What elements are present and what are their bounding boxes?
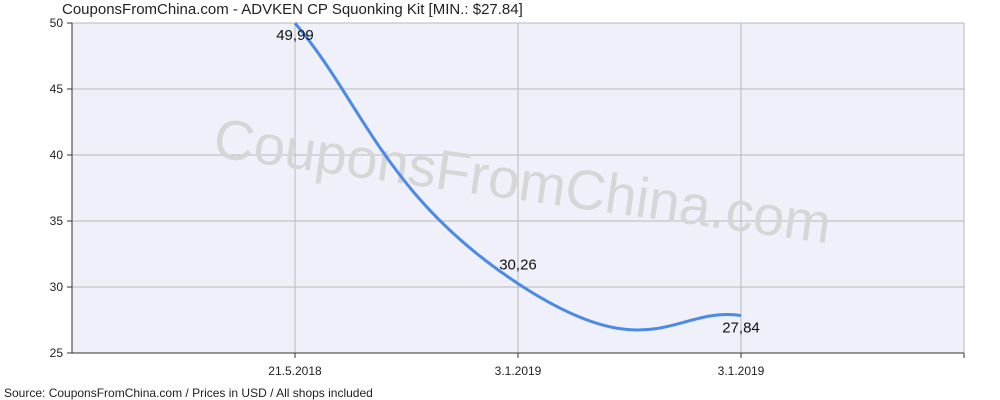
x-tick-label: 3.1.2019 bbox=[718, 364, 765, 378]
source-note: Source: CouponsFromChina.com / Prices in… bbox=[4, 386, 373, 400]
x-tick-label: 21.5.2018 bbox=[268, 364, 322, 378]
price-series-line bbox=[293, 22, 742, 332]
y-tick-label: 25 bbox=[50, 346, 64, 360]
chart-title: CouponsFromChina.com - ADVKEN CP Squonki… bbox=[62, 1, 523, 18]
y-tick-label: 50 bbox=[50, 16, 64, 30]
x-gridlines bbox=[294, 23, 965, 358]
data-label: 27,84 bbox=[722, 320, 760, 337]
x-tick-label: 3.1.2019 bbox=[495, 364, 542, 378]
data-labels: 49,99 30,26 27,84 bbox=[276, 27, 760, 336]
axes bbox=[71, 23, 964, 354]
y-tick-labels: 25 30 35 40 45 50 bbox=[50, 16, 64, 360]
y-tick-label: 45 bbox=[50, 82, 64, 96]
y-tick-label: 40 bbox=[50, 148, 64, 162]
data-label: 30,26 bbox=[499, 257, 537, 274]
data-label: 49,99 bbox=[276, 27, 314, 44]
x-tick-labels: 21.5.2018 3.1.2019 3.1.2019 bbox=[268, 364, 764, 378]
y-tick-label: 30 bbox=[50, 280, 64, 294]
y-tick-label: 35 bbox=[50, 214, 64, 228]
